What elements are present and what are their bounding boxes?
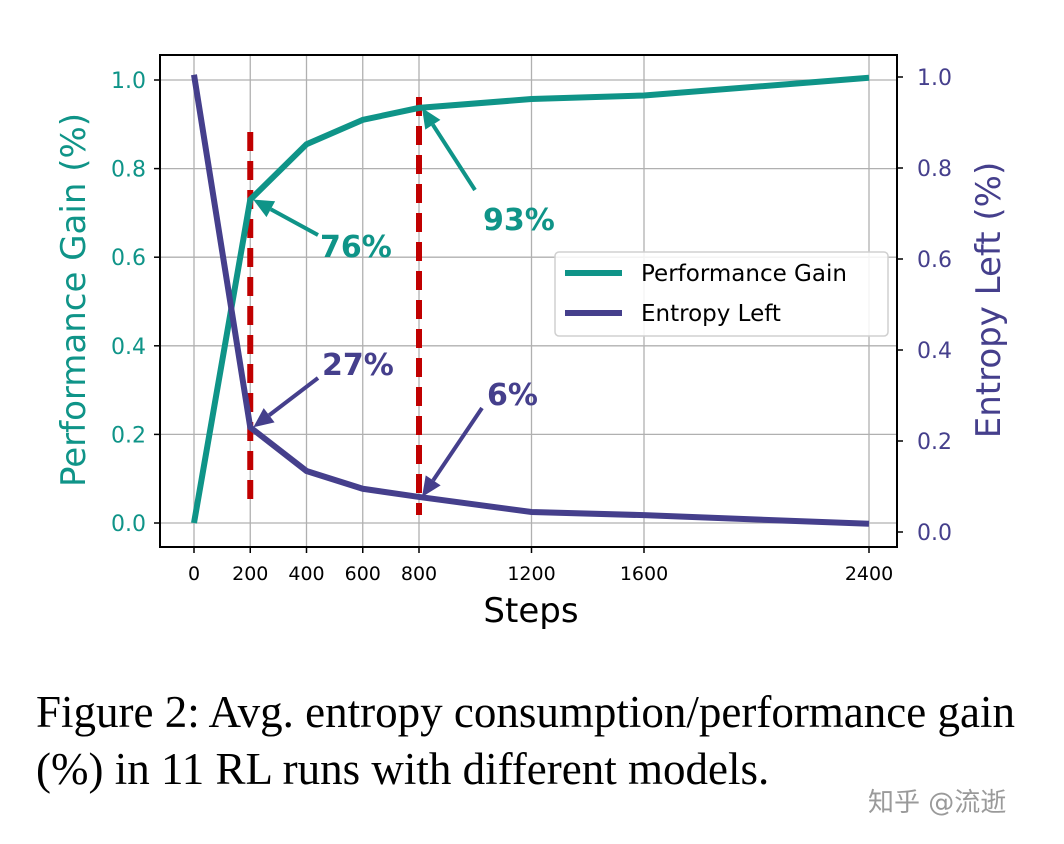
y-right-axis-label: Entropy Left (%) [969,162,1009,439]
series-line-performance-gain [191,74,870,524]
annotation-arrowhead [253,199,276,218]
x-tick-label: 400 [288,563,324,585]
y-left-tick-label: 1.0 [111,69,146,94]
legend-box [554,251,889,337]
y-left-tick-label: 0.0 [111,512,146,537]
plot-frame [159,54,898,548]
x-axis-label: Steps [483,591,578,631]
y-left-tick-label: 0.4 [111,335,146,360]
series-line-entropy-left [191,74,870,527]
figure-caption: Figure 2: Avg. entropy consumption/perfo… [36,687,1015,794]
annotation-arrowhead [422,107,441,130]
annotation-label: 93% [483,203,555,238]
annotation-arrowhead [422,475,441,497]
annotation-arrow [431,123,477,192]
x-tick-label: 600 [345,563,381,585]
x-tick-label: 0 [188,563,200,585]
x-tick-label: 1600 [620,563,668,585]
x-tick-label: 1200 [507,563,555,585]
y-right-tick-label: 0.6 [917,248,952,273]
annotation-arrow [267,376,320,417]
annotation-arrowhead [253,408,275,428]
legend-label: Entropy Left [641,301,781,327]
watermark: 知乎 @流逝 [868,788,1007,818]
y-right-tick-label: 0.2 [917,430,952,455]
y-left-axis-label: Performance Gain (%) [54,113,94,487]
y-left-tick-label: 0.8 [111,158,146,183]
y-right-tick-label: 0.4 [917,339,952,364]
annotation-arrow [431,406,484,482]
chart: 0 200 400 600 800 1200 1600 2400 Steps 0.0 0.2 0.4 0… [54,54,1009,631]
annotation-arrow [269,207,319,237]
y-left-tick-label: 0.2 [111,423,146,448]
y-right-tick-label: 0.0 [917,521,952,546]
x-tick-label: 2400 [845,563,893,585]
legend-label: Performance Gain [641,261,847,287]
y-right-tick-label: 1.0 [917,66,952,91]
y-right-tick-label: 0.8 [917,157,952,182]
x-tick-label: 800 [401,563,437,585]
annotation-label: 76% [320,230,392,265]
y-left-tick-label: 0.6 [111,246,146,271]
annotation-label: 6% [487,378,538,413]
x-tick-label: 200 [232,563,268,585]
annotation-label: 27% [322,348,394,383]
